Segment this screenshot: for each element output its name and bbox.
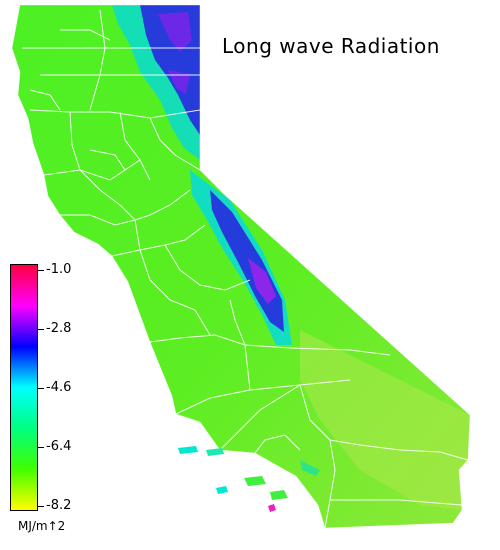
colorbar-label-4: -6.4	[46, 439, 72, 454]
channel-islands	[178, 446, 288, 512]
map-title: Long wave Radiation	[222, 34, 440, 58]
state-border	[11, 4, 471, 529]
colorbar-tick-1	[38, 270, 44, 271]
colorbar-label-2: -2.8	[46, 321, 72, 336]
colorbar-tick-3	[38, 388, 44, 389]
colorbar-label-1: -1.0	[46, 262, 72, 277]
colorbar-unit-label: MJ/m↑2	[18, 519, 66, 533]
colorbar-label-3: -4.6	[46, 380, 72, 395]
colorbar-label-5: -8.2	[46, 498, 72, 513]
colorbar-tick-4	[38, 447, 44, 448]
sierra-violet-crest	[248, 258, 276, 304]
county-boundaries	[22, 9, 469, 528]
southeast-desert-region	[300, 330, 470, 510]
colorbar-tick-2	[38, 329, 44, 330]
colorbar-tick-5	[38, 506, 44, 507]
color-scale-bar	[10, 264, 38, 511]
northeast-violet-patches	[158, 12, 192, 94]
